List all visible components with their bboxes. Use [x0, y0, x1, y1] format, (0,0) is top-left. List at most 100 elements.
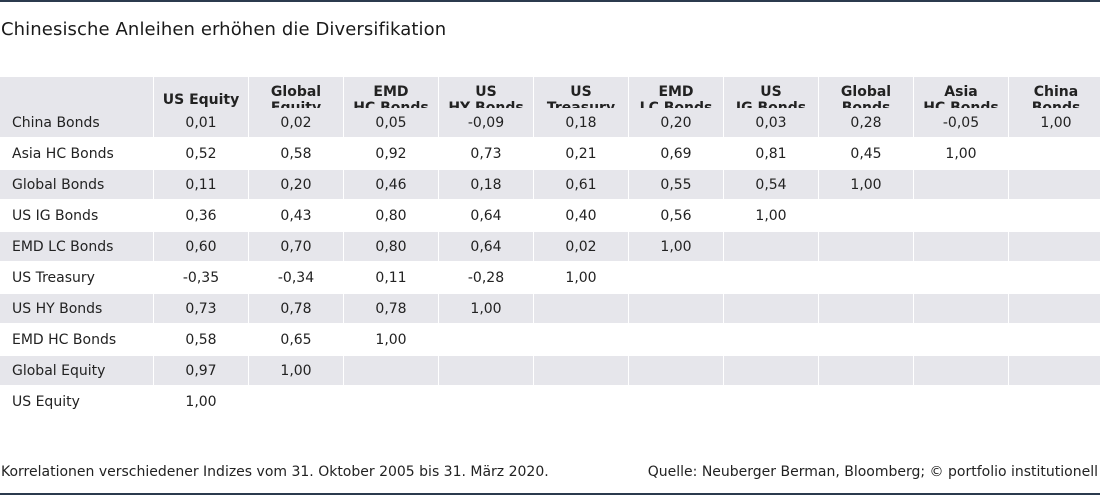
table-cell	[914, 294, 1008, 323]
table-cell: 0,92	[344, 139, 438, 168]
table-cell: 0,28	[819, 108, 913, 137]
table-cell	[1009, 139, 1100, 168]
table-cell: 1,00	[534, 263, 628, 292]
table-cell: 0,11	[344, 263, 438, 292]
top-rule	[0, 0, 1100, 2]
table-cell: 0,40	[534, 201, 628, 230]
table-cell: 0,55	[629, 170, 723, 199]
table-cell: 1,00	[914, 139, 1008, 168]
table-cell: 1,00	[249, 356, 343, 385]
row-label: EMD HC Bonds	[0, 325, 153, 354]
table-cell: 0,11	[154, 170, 248, 199]
table-cell	[914, 356, 1008, 385]
row-label: US HY Bonds	[0, 294, 153, 323]
table-cell	[344, 356, 438, 385]
table-cell	[914, 201, 1008, 230]
table-cell: 0,64	[439, 232, 533, 261]
table-cell	[629, 294, 723, 323]
row-label: US IG Bonds	[0, 201, 153, 230]
table-cell: 1,00	[344, 325, 438, 354]
row-label: US Equity	[0, 387, 153, 416]
source-credit: Quelle: Neuberger Berman, Bloomberg; © p…	[647, 464, 1098, 480]
table-cell: 0,73	[154, 294, 248, 323]
table-cell	[724, 294, 818, 323]
table-cell: 1,00	[439, 294, 533, 323]
table-cell: -0,35	[154, 263, 248, 292]
table-cell: 0,58	[249, 139, 343, 168]
table-cell: 0,18	[439, 170, 533, 199]
table-cell	[629, 325, 723, 354]
page-title: Chinesische Anleihen erhöhen die Diversi…	[1, 19, 447, 40]
table-cell	[819, 325, 913, 354]
table-cell: 0,58	[154, 325, 248, 354]
table-cell	[819, 294, 913, 323]
table-cell: 0,52	[154, 139, 248, 168]
table-cell	[914, 232, 1008, 261]
table-cell: 0,61	[534, 170, 628, 199]
table-cell: 1,00	[154, 387, 248, 416]
table-cell	[534, 294, 628, 323]
table-cell	[819, 356, 913, 385]
table-cell	[724, 387, 818, 416]
table-cell	[534, 325, 628, 354]
table-cell: 1,00	[1009, 108, 1100, 137]
table-cell: 0,43	[249, 201, 343, 230]
table-cell	[1009, 201, 1100, 230]
table-cell	[1009, 387, 1100, 416]
table-cell: 0,03	[724, 108, 818, 137]
table-cell: -0,09	[439, 108, 533, 137]
table-cell	[344, 387, 438, 416]
table-cell	[534, 387, 628, 416]
row-label: Asia HC Bonds	[0, 139, 153, 168]
table-cell	[724, 325, 818, 354]
row-label: China Bonds	[0, 108, 153, 137]
table-cell	[819, 232, 913, 261]
table-cell	[1009, 263, 1100, 292]
row-label: US Treasury	[0, 263, 153, 292]
table-cell	[629, 263, 723, 292]
table-cell	[1009, 170, 1100, 199]
table-cell	[914, 325, 1008, 354]
table-cell	[914, 170, 1008, 199]
table-cell	[1009, 325, 1100, 354]
table-cell: 0,70	[249, 232, 343, 261]
table-cell: 0,46	[344, 170, 438, 199]
table-cell: 1,00	[819, 170, 913, 199]
table-cell: 0,56	[629, 201, 723, 230]
table-cell	[914, 263, 1008, 292]
table-cell: 0,80	[344, 201, 438, 230]
footnote: Korrelationen verschiedener Indizes vom …	[1, 464, 549, 480]
table-cell	[439, 387, 533, 416]
table-cell	[249, 387, 343, 416]
table-cell: 0,20	[249, 170, 343, 199]
table-cell	[724, 263, 818, 292]
table-cell: 0,01	[154, 108, 248, 137]
table-cell	[439, 356, 533, 385]
table-cell: 0,05	[344, 108, 438, 137]
table-cell: 0,20	[629, 108, 723, 137]
table-cell: 0,73	[439, 139, 533, 168]
table-cell	[629, 356, 723, 385]
table-cell: 0,54	[724, 170, 818, 199]
table-cell	[724, 356, 818, 385]
table-cell: 1,00	[629, 232, 723, 261]
row-label: Global Bonds	[0, 170, 153, 199]
table-cell	[819, 201, 913, 230]
table-cell: 0,45	[819, 139, 913, 168]
table-cell: 0,36	[154, 201, 248, 230]
table-cell: 0,21	[534, 139, 628, 168]
table-cell: 0,80	[344, 232, 438, 261]
table-cell: 0,02	[534, 232, 628, 261]
table-cell: 0,02	[249, 108, 343, 137]
table-cell: 0,81	[724, 139, 818, 168]
bottom-rule	[0, 493, 1100, 495]
table-cell: 0,65	[249, 325, 343, 354]
table-cell	[629, 387, 723, 416]
table-cell	[914, 387, 1008, 416]
table-cell	[1009, 294, 1100, 323]
row-label: EMD LC Bonds	[0, 232, 153, 261]
table-cell	[724, 232, 818, 261]
table-cell	[1009, 232, 1100, 261]
table-cell: 0,69	[629, 139, 723, 168]
